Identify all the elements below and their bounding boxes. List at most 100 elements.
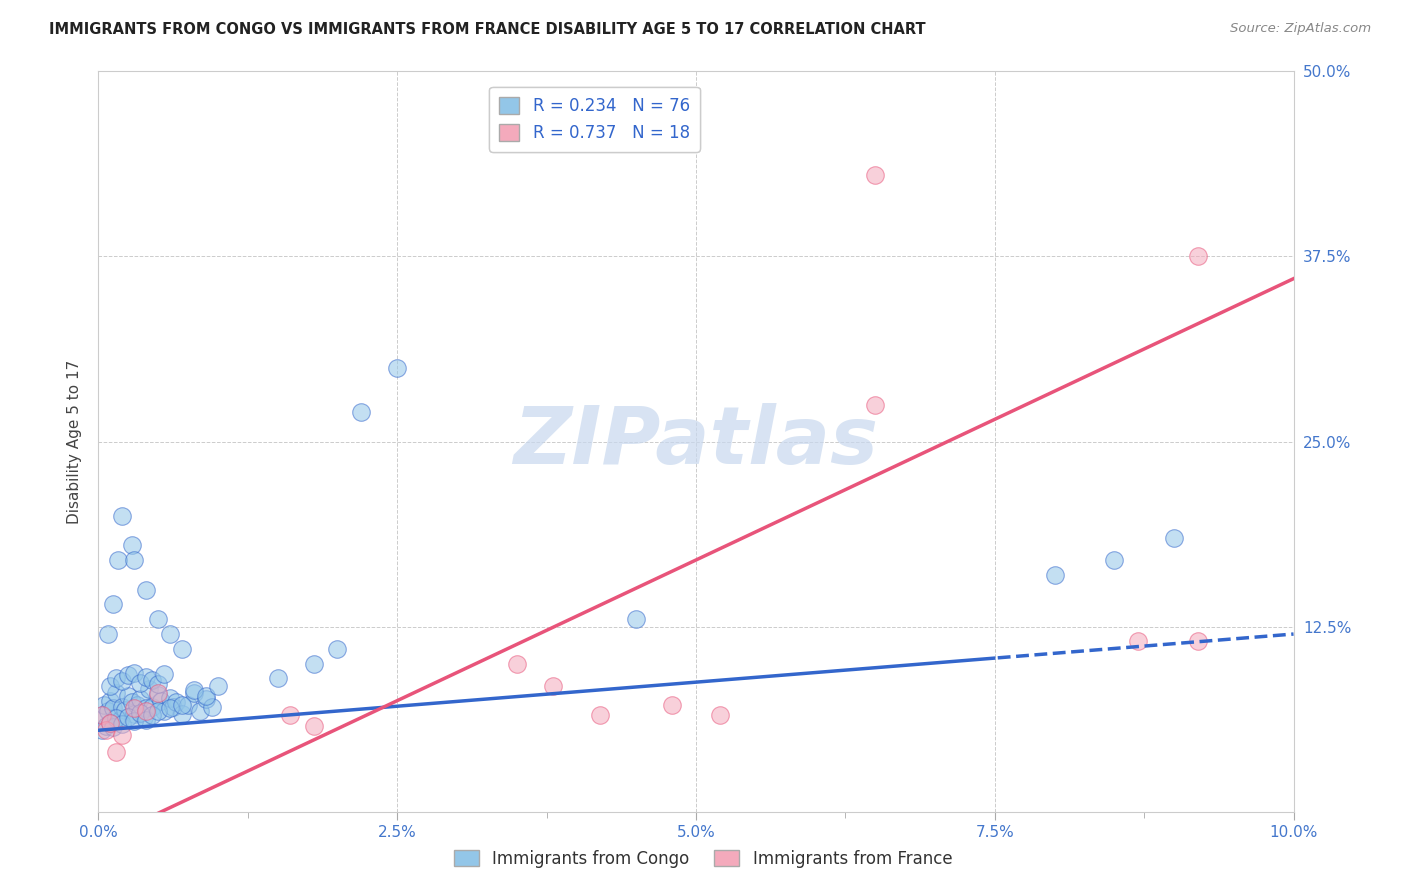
Point	[125, 698, 148, 712]
Point	[111, 728, 134, 742]
Point	[183, 686, 205, 700]
Point	[1187, 634, 1209, 648]
Point	[105, 746, 128, 760]
Point	[865, 168, 887, 182]
Point	[111, 508, 134, 523]
Point	[159, 701, 181, 715]
Point	[541, 679, 564, 693]
Point	[101, 720, 124, 734]
Point	[117, 690, 139, 704]
Point	[107, 553, 129, 567]
Point	[350, 405, 373, 419]
Point	[91, 708, 114, 723]
Point	[149, 694, 172, 708]
Point	[111, 699, 134, 714]
Point	[117, 668, 139, 682]
Point	[121, 695, 143, 709]
Point	[135, 704, 157, 718]
Point	[172, 706, 194, 721]
Point	[98, 715, 122, 730]
Point	[153, 667, 176, 681]
Legend: Immigrants from Congo, Immigrants from France: Immigrants from Congo, Immigrants from F…	[447, 844, 959, 875]
Point	[207, 679, 229, 693]
Point	[626, 612, 648, 626]
Point	[661, 698, 683, 712]
Point	[1163, 531, 1185, 545]
Point	[98, 715, 122, 730]
Point	[105, 686, 128, 700]
Point	[124, 706, 146, 721]
Point	[129, 676, 152, 690]
Point	[267, 672, 290, 686]
Point	[201, 699, 224, 714]
Y-axis label: Disability Age 5 to 17: Disability Age 5 to 17	[67, 359, 83, 524]
Point	[709, 708, 731, 723]
Point	[1187, 250, 1209, 264]
Point	[105, 711, 128, 725]
Point	[385, 360, 409, 375]
Point	[111, 717, 134, 731]
Point	[141, 699, 163, 714]
Text: IMMIGRANTS FROM CONGO VS IMMIGRANTS FROM FRANCE DISABILITY AGE 5 TO 17 CORRELATI: IMMIGRANTS FROM CONGO VS IMMIGRANTS FROM…	[49, 22, 925, 37]
Point	[162, 699, 184, 714]
Point	[98, 679, 122, 693]
Point	[165, 695, 187, 709]
Point	[1128, 634, 1150, 648]
Point	[135, 701, 157, 715]
Point	[129, 692, 152, 706]
Point	[148, 686, 170, 700]
Point	[121, 538, 143, 552]
Point	[97, 704, 120, 718]
Point	[124, 553, 146, 567]
Point	[278, 708, 301, 723]
Text: ZIPatlas: ZIPatlas	[513, 402, 879, 481]
Point	[148, 704, 170, 718]
Point	[105, 672, 128, 686]
Point	[138, 681, 160, 696]
Point	[108, 713, 131, 727]
Point	[195, 692, 218, 706]
Point	[94, 723, 117, 738]
Point	[159, 690, 181, 705]
Point	[141, 708, 163, 723]
Point	[135, 713, 157, 727]
Point	[177, 698, 200, 712]
Point	[91, 723, 114, 738]
Point	[589, 708, 612, 723]
Point	[326, 641, 349, 656]
Point	[141, 673, 163, 687]
Point	[101, 598, 124, 612]
Point	[148, 677, 170, 691]
Point	[98, 694, 122, 708]
Point	[865, 398, 887, 412]
Point	[172, 641, 194, 656]
Point	[135, 670, 157, 684]
Point	[132, 710, 155, 724]
Point	[91, 708, 114, 723]
Point	[302, 657, 325, 671]
Text: Source: ZipAtlas.com: Source: ZipAtlas.com	[1230, 22, 1371, 36]
Point	[117, 710, 139, 724]
Point	[135, 582, 157, 597]
Legend: R = 0.234   N = 76, R = 0.737   N = 18: R = 0.234 N = 76, R = 0.737 N = 18	[489, 87, 700, 152]
Point	[302, 719, 325, 733]
Point	[97, 627, 120, 641]
Point	[94, 719, 117, 733]
Point	[153, 704, 176, 718]
Point	[148, 612, 170, 626]
Point	[183, 683, 205, 698]
Point	[195, 690, 218, 704]
Point	[124, 701, 146, 715]
Point	[101, 701, 124, 715]
Point	[506, 657, 529, 671]
Point	[1104, 553, 1126, 567]
Point	[148, 688, 170, 702]
Point	[93, 698, 115, 712]
Point	[124, 714, 146, 729]
Point	[172, 698, 194, 712]
Point	[114, 702, 136, 716]
Point	[111, 674, 134, 689]
Point	[129, 706, 152, 720]
Point	[159, 627, 181, 641]
Point	[188, 704, 211, 718]
